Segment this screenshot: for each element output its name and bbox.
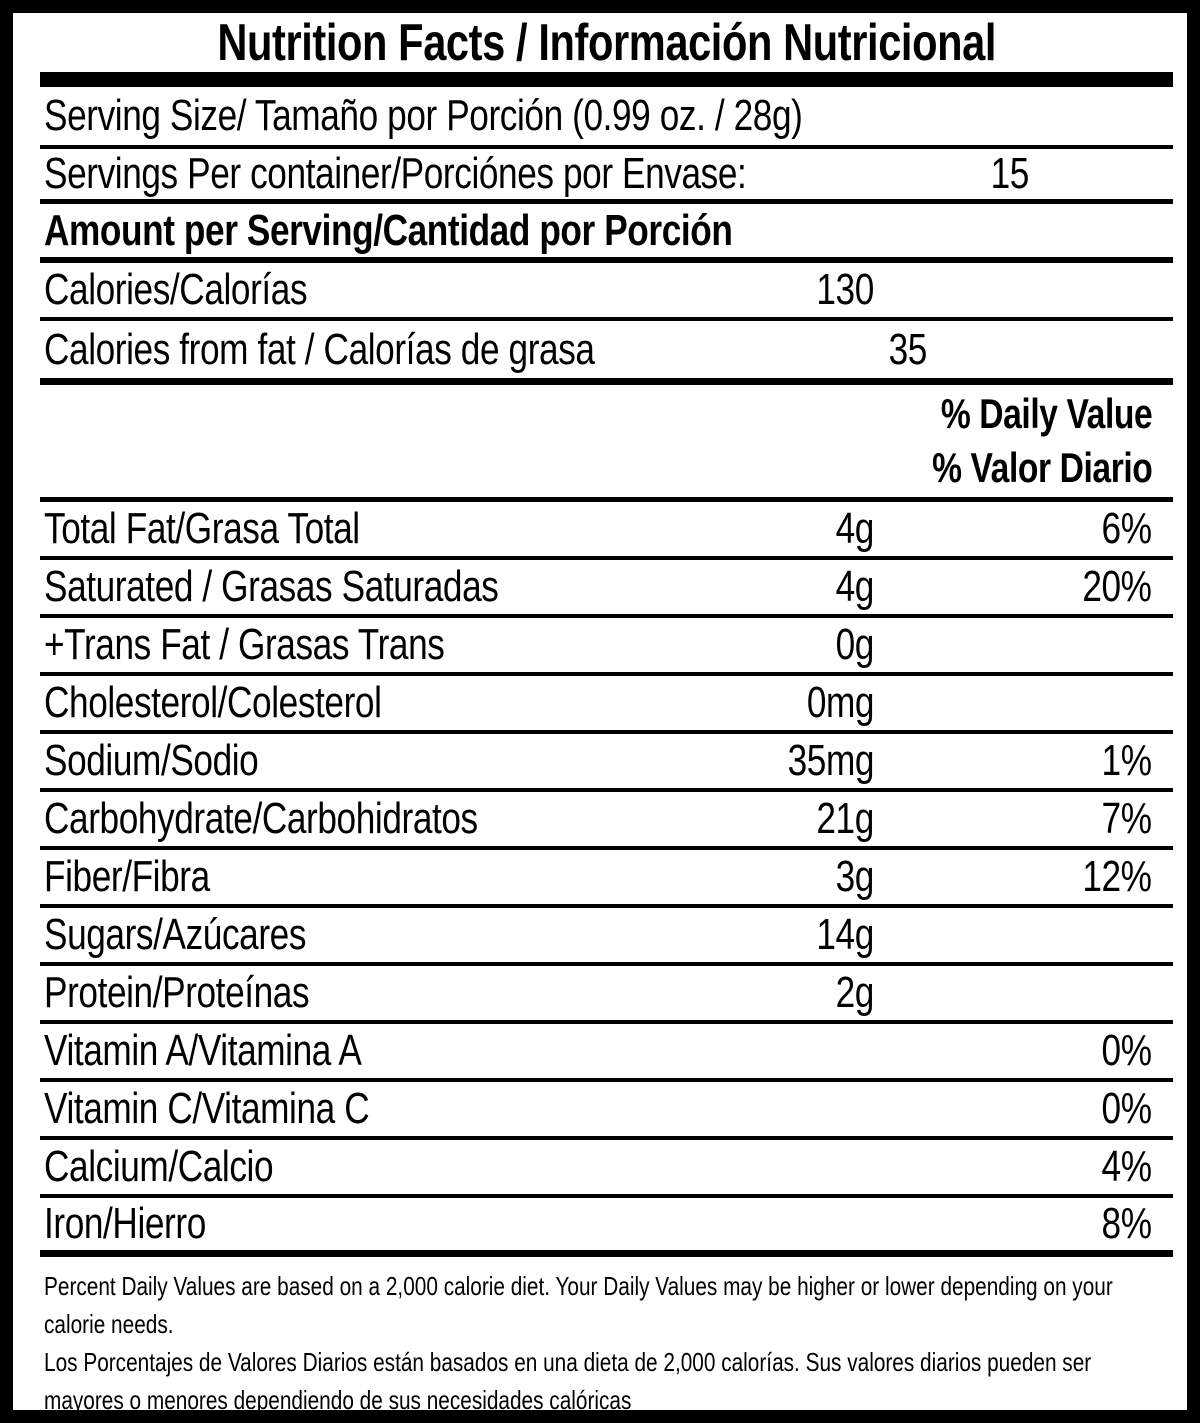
- daily-value-header-block: % Daily Value % Valor Diario: [40, 385, 1173, 502]
- nutrient-daily-value: 1%: [1101, 736, 1152, 785]
- nutrient-label: Protein/Proteínas: [44, 968, 310, 1017]
- nutrient-label: Calcium/Calcio: [44, 1142, 274, 1191]
- nutrient-label: Cholesterol/Colesterol: [44, 678, 382, 727]
- nutrient-row-sodium: Sodium/Sodio 35mg 1%: [40, 734, 1173, 792]
- nutrient-amount: 21g: [816, 794, 874, 843]
- nutrient-daily-value: 6%: [1101, 504, 1152, 553]
- servings-per-container-label: Servings Per container/Porciónes por Env…: [44, 149, 747, 198]
- footnote: Percent Daily Values are based on a 2,00…: [40, 1257, 1173, 1415]
- serving-size-row: Serving Size/ Tamaño por Porción (0.99 o…: [40, 87, 1173, 149]
- calories-value: 130: [816, 265, 874, 314]
- nutrient-row-total-fat: Total Fat/Grasa Total 4g 6%: [40, 502, 1173, 560]
- nutrient-daily-value: 0%: [1101, 1026, 1152, 1075]
- nutrient-label: Vitamin C/Vitamina C: [44, 1084, 370, 1133]
- label-content: Nutrition Facts / Información Nutriciona…: [40, 13, 1173, 1415]
- nutrient-row-protein: Protein/Proteínas 2g: [40, 966, 1173, 1024]
- nutrient-label: Sugars/Azúcares: [44, 910, 307, 959]
- calories-row: Calories/Calorías 130: [40, 263, 1173, 321]
- daily-value-header-es: % Valor Diario: [931, 443, 1153, 491]
- nutrient-label: Total Fat/Grasa Total: [44, 504, 360, 553]
- daily-value-header-en: % Daily Value: [940, 390, 1153, 438]
- nutrient-label: Sodium/Sodio: [44, 736, 259, 785]
- nutrient-amount: 2g: [835, 968, 875, 1017]
- nutrient-row-calcium: Calcium/Calcio 4%: [40, 1140, 1173, 1198]
- nutrient-amount: 14g: [816, 910, 874, 959]
- nutrient-label: Vitamin A/Vitamina A: [44, 1026, 362, 1075]
- nutrient-daily-value: 0%: [1101, 1084, 1152, 1133]
- nutrient-row-sugars: Sugars/Azúcares 14g: [40, 908, 1173, 966]
- footnote-line-1: Percent Daily Values are based on a 2,00…: [44, 1271, 1113, 1301]
- nutrient-amount: 0g: [835, 620, 875, 669]
- nutrient-amount: 0mg: [806, 678, 875, 727]
- title-divider-bar: [40, 72, 1173, 87]
- nutrient-daily-value: 20%: [1082, 562, 1153, 611]
- serving-size-text: Serving Size/ Tamaño por Porción (0.99 o…: [44, 91, 803, 140]
- calories-from-fat-label: Calories from fat / Calorías de grasa: [44, 324, 595, 374]
- nutrient-label: Carbohydrate/Carbohidratos: [44, 794, 478, 843]
- footnote-line-2: calorie needs.: [44, 1309, 174, 1339]
- calories-label: Calories/Calorías: [44, 265, 308, 314]
- nutrient-amount: 35mg: [787, 736, 875, 785]
- label-title-block: Nutrition Facts / Información Nutriciona…: [40, 13, 1173, 72]
- nutrient-row-vitamin-a: Vitamin A/Vitamina A 0%: [40, 1024, 1173, 1082]
- amount-per-serving-row: Amount per Serving/Cantidad por Porción: [40, 204, 1173, 263]
- nutrient-row-carbohydrate: Carbohydrate/Carbohidratos 21g 7%: [40, 792, 1173, 850]
- nutrient-label: +Trans Fat / Grasas Trans: [44, 620, 445, 669]
- nutrient-amount: 4g: [835, 504, 875, 553]
- nutrient-row-fiber: Fiber/Fibra 3g 12%: [40, 850, 1173, 908]
- nutrient-daily-value: 8%: [1101, 1199, 1152, 1248]
- nutrient-daily-value: 4%: [1101, 1142, 1152, 1191]
- nutrient-label: Saturated / Grasas Saturadas: [44, 562, 499, 611]
- nutrient-label: Fiber/Fibra: [44, 852, 210, 901]
- nutrient-row-saturated-fat: Saturated / Grasas Saturadas 4g 20%: [40, 560, 1173, 618]
- nutrient-daily-value: 12%: [1082, 852, 1153, 901]
- servings-per-container-row: Servings Per container/Porciónes por Env…: [40, 149, 1173, 204]
- nutrient-row-cholesterol: Cholesterol/Colesterol 0mg: [40, 676, 1173, 734]
- calories-from-fat-value: 35: [888, 324, 927, 374]
- nutrient-row-iron: Iron/Hierro 8%: [40, 1198, 1173, 1257]
- nutrient-daily-value: 7%: [1101, 794, 1152, 843]
- nutrient-amount: 4g: [835, 562, 875, 611]
- nutrient-label: Iron/Hierro: [44, 1199, 206, 1248]
- label-title: Nutrition Facts / Información Nutriciona…: [217, 13, 996, 72]
- calories-from-fat-row: Calories from fat / Calorías de grasa 35: [40, 321, 1173, 385]
- nutrient-amount: 3g: [835, 852, 875, 901]
- nutrient-row-trans-fat: +Trans Fat / Grasas Trans 0g: [40, 618, 1173, 676]
- servings-per-container-value: 15: [990, 149, 1029, 198]
- nutrient-row-vitamin-c: Vitamin C/Vitamina C 0%: [40, 1082, 1173, 1140]
- footnote-line-4: mayores o menores dependiendo de sus nec…: [44, 1385, 632, 1415]
- amount-per-serving-heading: Amount per Serving/Cantidad por Porción: [44, 205, 733, 255]
- footnote-line-3: Los Porcentajes de Valores Diarios están…: [44, 1347, 1092, 1377]
